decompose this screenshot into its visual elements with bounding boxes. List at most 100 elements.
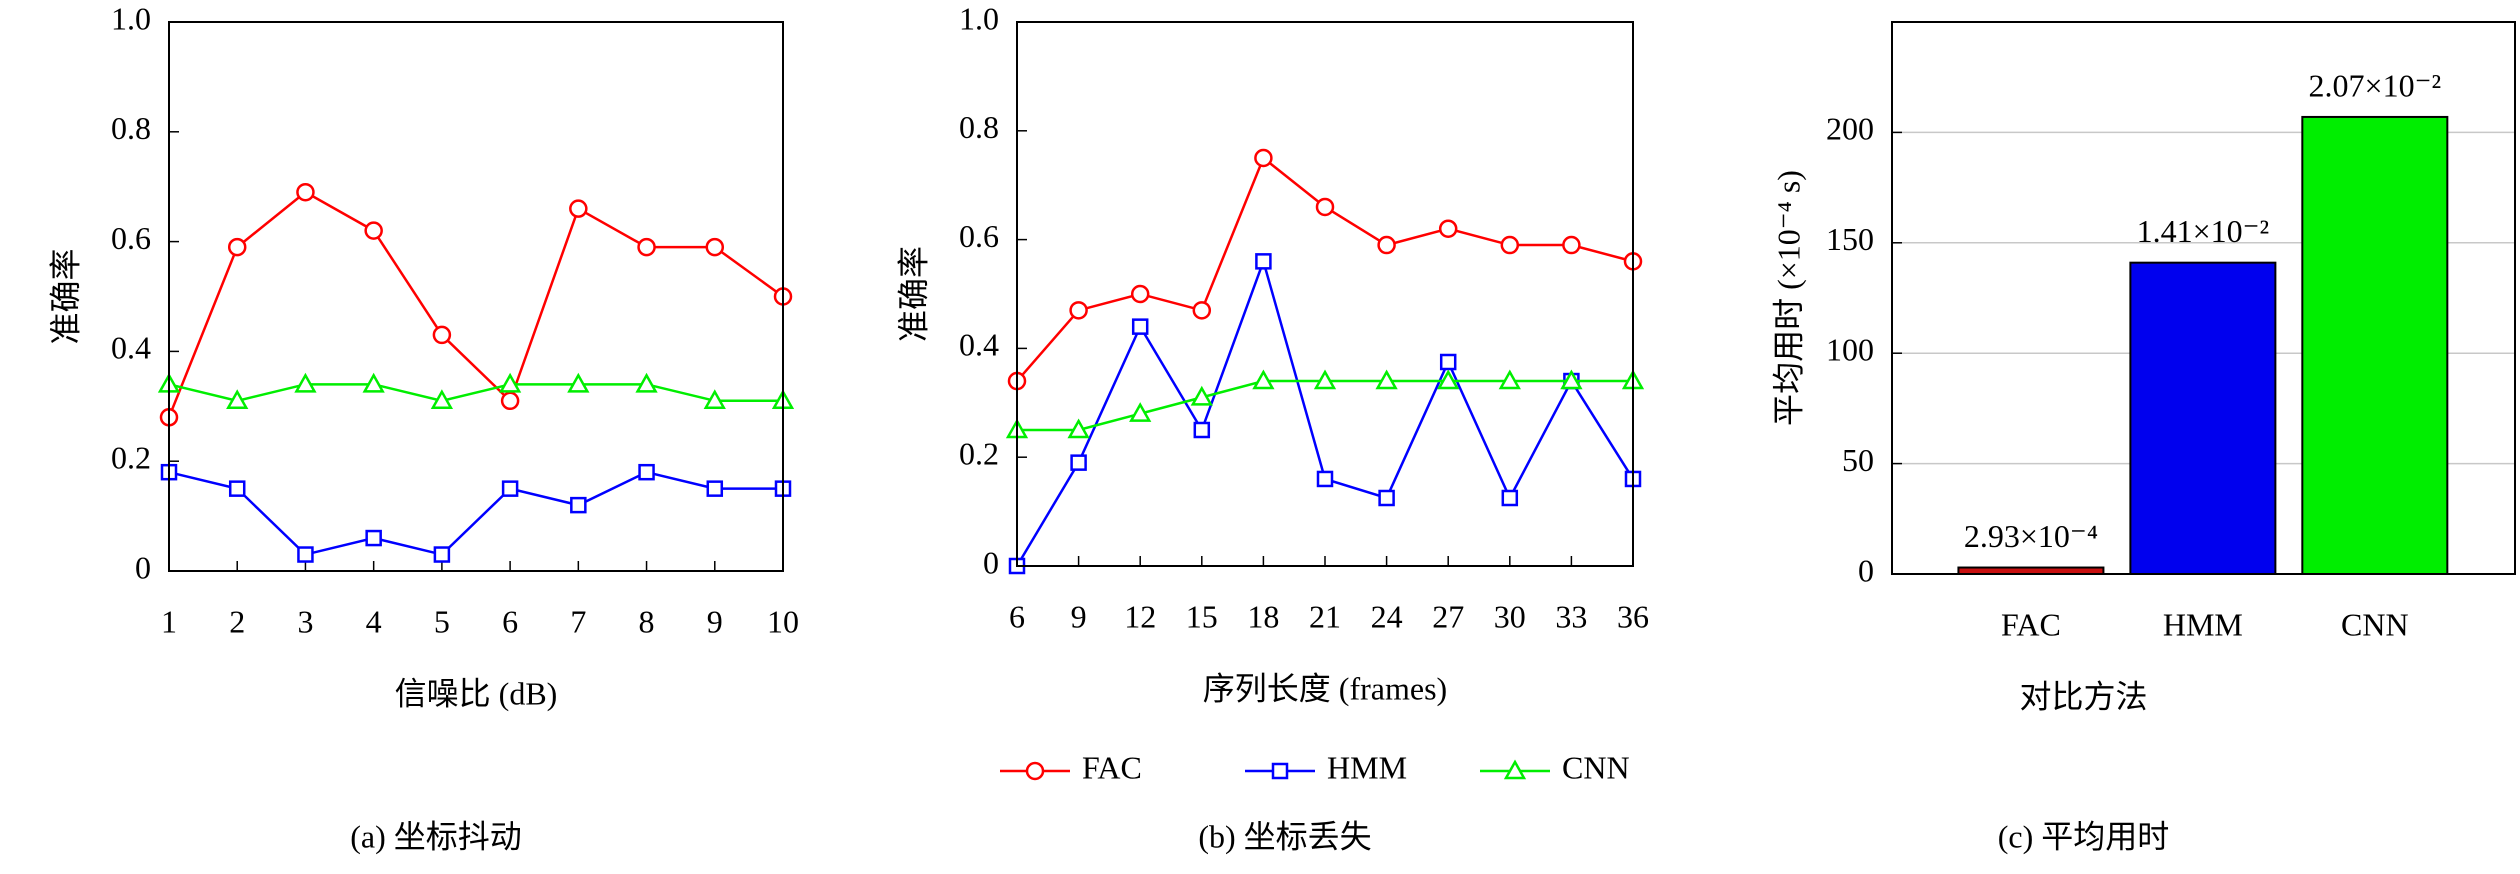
point	[706, 480, 724, 497]
x-tick-label: 24	[1371, 598, 1403, 634]
point	[226, 389, 249, 410]
point	[1067, 418, 1090, 439]
x-tick-label: 21	[1309, 598, 1341, 634]
x-tick-label: FAC	[2001, 606, 2061, 642]
point	[1562, 235, 1581, 255]
point	[1437, 369, 1460, 390]
x-axis-label: 信噪比 (dB)	[395, 675, 558, 711]
point	[1438, 219, 1458, 238]
x-tick-label: 6	[1009, 598, 1025, 634]
legend-label: CNN	[1562, 749, 1630, 785]
point	[498, 372, 522, 393]
x-tick-label: 12	[1124, 598, 1156, 634]
x-axis-label: 对比方法	[2019, 678, 2147, 714]
y-tick-label: 0.2	[111, 440, 151, 476]
bar	[2129, 261, 2277, 575]
x-tick-label: 18	[1247, 598, 1279, 634]
point	[1190, 385, 1213, 406]
x-tick-label: 1	[161, 603, 177, 639]
y-tick-label: 1.0	[111, 0, 151, 36]
point	[1315, 197, 1335, 217]
x-tick-label: CNN	[2341, 606, 2409, 642]
plot-frame	[168, 21, 784, 572]
legend-marker	[1271, 762, 1289, 780]
point	[365, 529, 382, 547]
point	[364, 221, 383, 240]
value-label: 2.07×10⁻²	[2309, 67, 2442, 103]
y-tick-label: 200	[1826, 111, 1874, 147]
series-line	[1015, 257, 1635, 567]
point	[637, 237, 656, 257]
point	[501, 480, 519, 497]
y-tick-label: 0.4	[111, 330, 151, 366]
legend-marker	[1025, 761, 1045, 781]
point	[430, 389, 454, 410]
point	[638, 463, 655, 481]
x-tick-label: 9	[707, 603, 723, 639]
y-tick-label: 0	[983, 544, 999, 580]
x-tick-label: 10	[767, 603, 799, 639]
point	[1254, 148, 1273, 168]
point	[1500, 235, 1520, 255]
point	[1377, 235, 1396, 255]
y-tick-label: 100	[1826, 332, 1874, 368]
point	[1131, 318, 1149, 335]
x-tick-label: 27	[1432, 598, 1464, 634]
y-tick-label: 0.8	[959, 109, 999, 145]
value-label: 1.41×10⁻²	[2137, 213, 2270, 249]
point	[567, 372, 590, 393]
point	[1501, 489, 1519, 507]
y-axis-label: 准确率	[47, 248, 83, 344]
point	[1193, 421, 1211, 439]
plot-frame	[1016, 21, 1634, 567]
series-line	[168, 383, 783, 403]
series-line	[168, 470, 783, 556]
x-tick-label: 3	[297, 603, 313, 639]
point	[228, 480, 246, 497]
point	[569, 199, 588, 218]
point	[1378, 489, 1395, 507]
y-tick-label: 150	[1826, 221, 1874, 257]
x-tick-label: 33	[1555, 598, 1587, 634]
point	[1313, 369, 1337, 390]
point	[362, 372, 385, 393]
legend-label: FAC	[1082, 749, 1142, 785]
point	[1192, 301, 1212, 320]
value-label: 2.93×10⁻⁴	[1964, 518, 2098, 554]
x-tick-label: 9	[1071, 598, 1087, 634]
point	[1130, 284, 1150, 304]
bar	[2301, 115, 2449, 575]
series-line	[167, 190, 784, 418]
x-tick-label: 30	[1494, 598, 1526, 634]
caption: (c) 平均用时	[1998, 818, 2170, 854]
caption: (a) 坐标抖动	[350, 818, 522, 854]
point	[570, 496, 587, 514]
point	[1375, 369, 1398, 390]
point	[1439, 353, 1457, 371]
y-axis-label: 准确率	[895, 246, 931, 342]
legend-entry: FAC	[1000, 749, 1142, 785]
y-tick-label: 0.6	[959, 218, 999, 254]
legend-label: HMM	[1327, 749, 1407, 785]
point	[1129, 402, 1152, 422]
y-tick-label: 0.4	[959, 327, 999, 363]
point	[635, 372, 658, 393]
point	[433, 546, 451, 563]
y-tick-label: 0	[1858, 552, 1874, 588]
x-tick-label: HMM	[2163, 606, 2243, 642]
x-tick-label: 2	[229, 603, 245, 639]
point	[1252, 369, 1275, 390]
point	[297, 546, 314, 563]
x-tick-label: 5	[434, 603, 450, 639]
plot-frame	[1891, 21, 2516, 575]
y-axis-label: 平均用时 (×10⁻⁴ s)	[1770, 170, 1806, 426]
point	[1069, 301, 1088, 320]
x-tick-label: 4	[366, 603, 382, 639]
legend-entry: HMM	[1245, 749, 1407, 785]
point	[1316, 470, 1334, 488]
x-tick-label: 36	[1617, 598, 1649, 634]
y-tick-label: 1.0	[959, 0, 999, 36]
x-axis-label: 序列长度 (frames)	[1203, 670, 1447, 706]
legend-marker	[1503, 759, 1527, 780]
